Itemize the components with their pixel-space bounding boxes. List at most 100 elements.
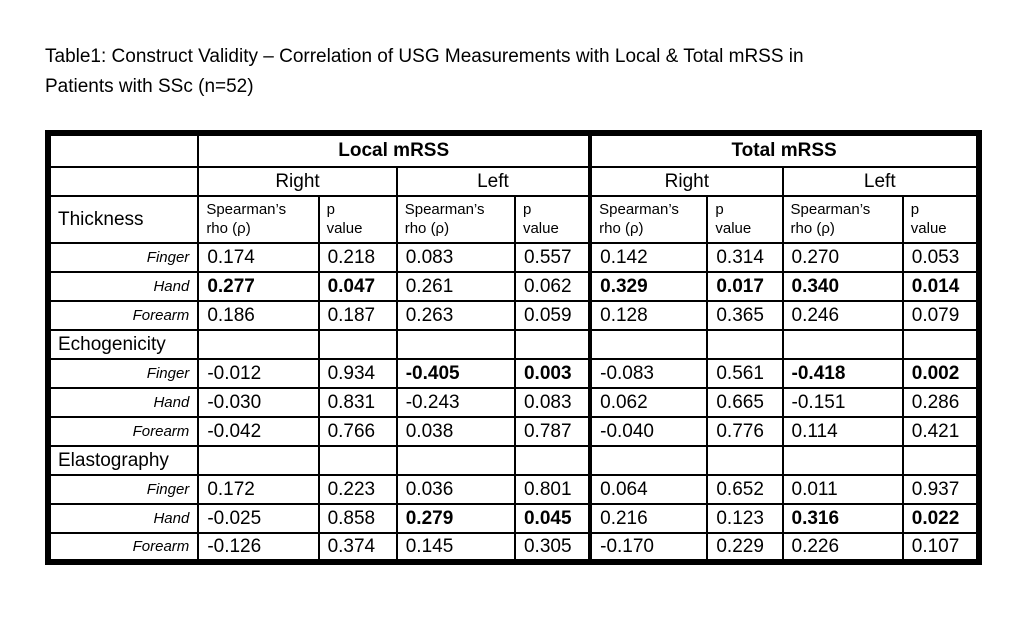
table-cell: 0.277 (197, 271, 320, 302)
table-cell: 0.017 (706, 271, 784, 302)
table-cell: -0.418 (781, 358, 904, 389)
group-header-row: Local mRSS Total mRSS (46, 132, 980, 168)
table-caption-line1: Table1: Construct Validity – Correlation… (45, 46, 804, 67)
section-label-elastography: Elastography (46, 445, 200, 476)
table-cell: 0.329 (588, 271, 709, 302)
table-cell: 0.246 (781, 300, 904, 331)
table-cell: 0.145 (395, 532, 516, 563)
table-cell: 0.114 (781, 416, 904, 447)
row-label: Forearm (46, 300, 200, 331)
section-row-elastography: Elastography (46, 445, 981, 476)
group-header-local-mrss: Local mRSS (197, 132, 592, 168)
table-cell: 0.079 (901, 300, 981, 331)
empty-cell (588, 329, 709, 360)
table-cell: 0.776 (706, 416, 784, 447)
table-row-echogenicity-hand: Hand -0.030 0.831 -0.243 0.083 0.062 0.6… (46, 387, 981, 418)
row-label: Finger (46, 242, 200, 273)
table-cell: 0.858 (317, 503, 398, 534)
section-row-echogenicity: Echogenicity (46, 329, 981, 360)
empty-cell (513, 445, 592, 476)
empty-cell (706, 329, 784, 360)
empty-cell (706, 445, 784, 476)
table-cell: 0.421 (901, 416, 981, 447)
table-cell: 0.218 (317, 242, 398, 273)
table-cell: 0.261 (395, 271, 516, 302)
table-cell: 0.107 (901, 532, 981, 563)
header-spearman-rho: Spearman’s rho (ρ) (781, 195, 904, 244)
measure-header-row: Thickness Spearman’s rho (ρ) p value Spe… (46, 195, 981, 244)
table-cell: 0.557 (513, 242, 592, 273)
empty-cell (513, 329, 592, 360)
table-cell: 0.083 (513, 387, 592, 418)
table-cell: 0.270 (781, 242, 904, 273)
table-cell: 0.652 (706, 474, 784, 505)
table-cell: 0.053 (901, 242, 981, 273)
header-spearman-rho: Spearman’s rho (ρ) (197, 195, 320, 244)
empty-cell (46, 166, 200, 197)
empty-cell (395, 445, 516, 476)
table-cell: 0.002 (901, 358, 981, 389)
empty-cell (395, 329, 516, 360)
header-p-value: p value (317, 195, 398, 244)
table-cell: -0.243 (395, 387, 516, 418)
table-cell: -0.405 (395, 358, 516, 389)
table-cell: 0.047 (317, 271, 398, 302)
table-cell: 0.279 (395, 503, 516, 534)
table-row-elastography-finger: Finger 0.172 0.223 0.036 0.801 0.064 0.6… (46, 474, 981, 505)
row-label: Forearm (46, 532, 200, 563)
table-cell: -0.030 (197, 387, 320, 418)
table-cell: 0.365 (706, 300, 784, 331)
table-row-echogenicity-forearm: Forearm -0.042 0.766 0.038 0.787 -0.040 … (46, 416, 981, 447)
table-cell: 0.187 (317, 300, 398, 331)
table-cell: 0.011 (781, 474, 904, 505)
header-spearman-rho: Spearman’s rho (ρ) (395, 195, 516, 244)
table-cell: 0.286 (901, 387, 981, 418)
table-cell: -0.151 (781, 387, 904, 418)
table-cell: 0.226 (781, 532, 904, 563)
corner-cell (46, 132, 200, 168)
table-cell: 0.787 (513, 416, 592, 447)
table-cell: 0.561 (706, 358, 784, 389)
empty-cell (901, 445, 981, 476)
table-cell: 0.374 (317, 532, 398, 563)
table-cell: -0.126 (197, 532, 320, 563)
table-cell: 0.831 (317, 387, 398, 418)
empty-cell (317, 329, 398, 360)
table-cell: 0.174 (197, 242, 320, 273)
table-cell: 0.172 (197, 474, 320, 505)
table-cell: 0.062 (513, 271, 592, 302)
table-row-echogenicity-finger: Finger -0.012 0.934 -0.405 0.003 -0.083 … (46, 358, 981, 389)
empty-cell (781, 445, 904, 476)
table-cell: 0.036 (395, 474, 516, 505)
table-cell: 0.123 (706, 503, 784, 534)
row-label: Hand (46, 271, 200, 302)
row-label: Finger (46, 358, 200, 389)
row-label: Finger (46, 474, 200, 505)
table-cell: 0.186 (197, 300, 320, 331)
empty-cell (317, 445, 398, 476)
table-caption-line2: Patients with SSc (n=52) (45, 76, 254, 98)
correlation-table: Local mRSS Total mRSS Right Left Right L… (45, 130, 982, 565)
empty-cell (901, 329, 981, 360)
table-cell: 0.766 (317, 416, 398, 447)
table-cell: 0.216 (588, 503, 709, 534)
table-cell: 0.937 (901, 474, 981, 505)
section-label-thickness: Thickness (46, 195, 200, 244)
table-cell: -0.040 (588, 416, 709, 447)
table-cell: 0.142 (588, 242, 709, 273)
table-row-thickness-hand: Hand 0.277 0.047 0.261 0.062 0.329 0.017… (46, 271, 981, 302)
side-header-local-left: Left (395, 166, 592, 197)
table-cell: -0.170 (588, 532, 709, 563)
table-cell: -0.025 (197, 503, 320, 534)
table-row-thickness-forearm: Forearm 0.186 0.187 0.263 0.059 0.128 0.… (46, 300, 981, 331)
table-cell: 0.128 (588, 300, 709, 331)
table-cell: 0.059 (513, 300, 592, 331)
row-label: Hand (46, 387, 200, 418)
table-cell: 0.022 (901, 503, 981, 534)
header-spearman-rho: Spearman’s rho (ρ) (588, 195, 709, 244)
side-header-local-right: Right (197, 166, 398, 197)
group-header-total-mrss: Total mRSS (588, 132, 980, 168)
header-p-value: p value (901, 195, 981, 244)
table-cell: 0.314 (706, 242, 784, 273)
